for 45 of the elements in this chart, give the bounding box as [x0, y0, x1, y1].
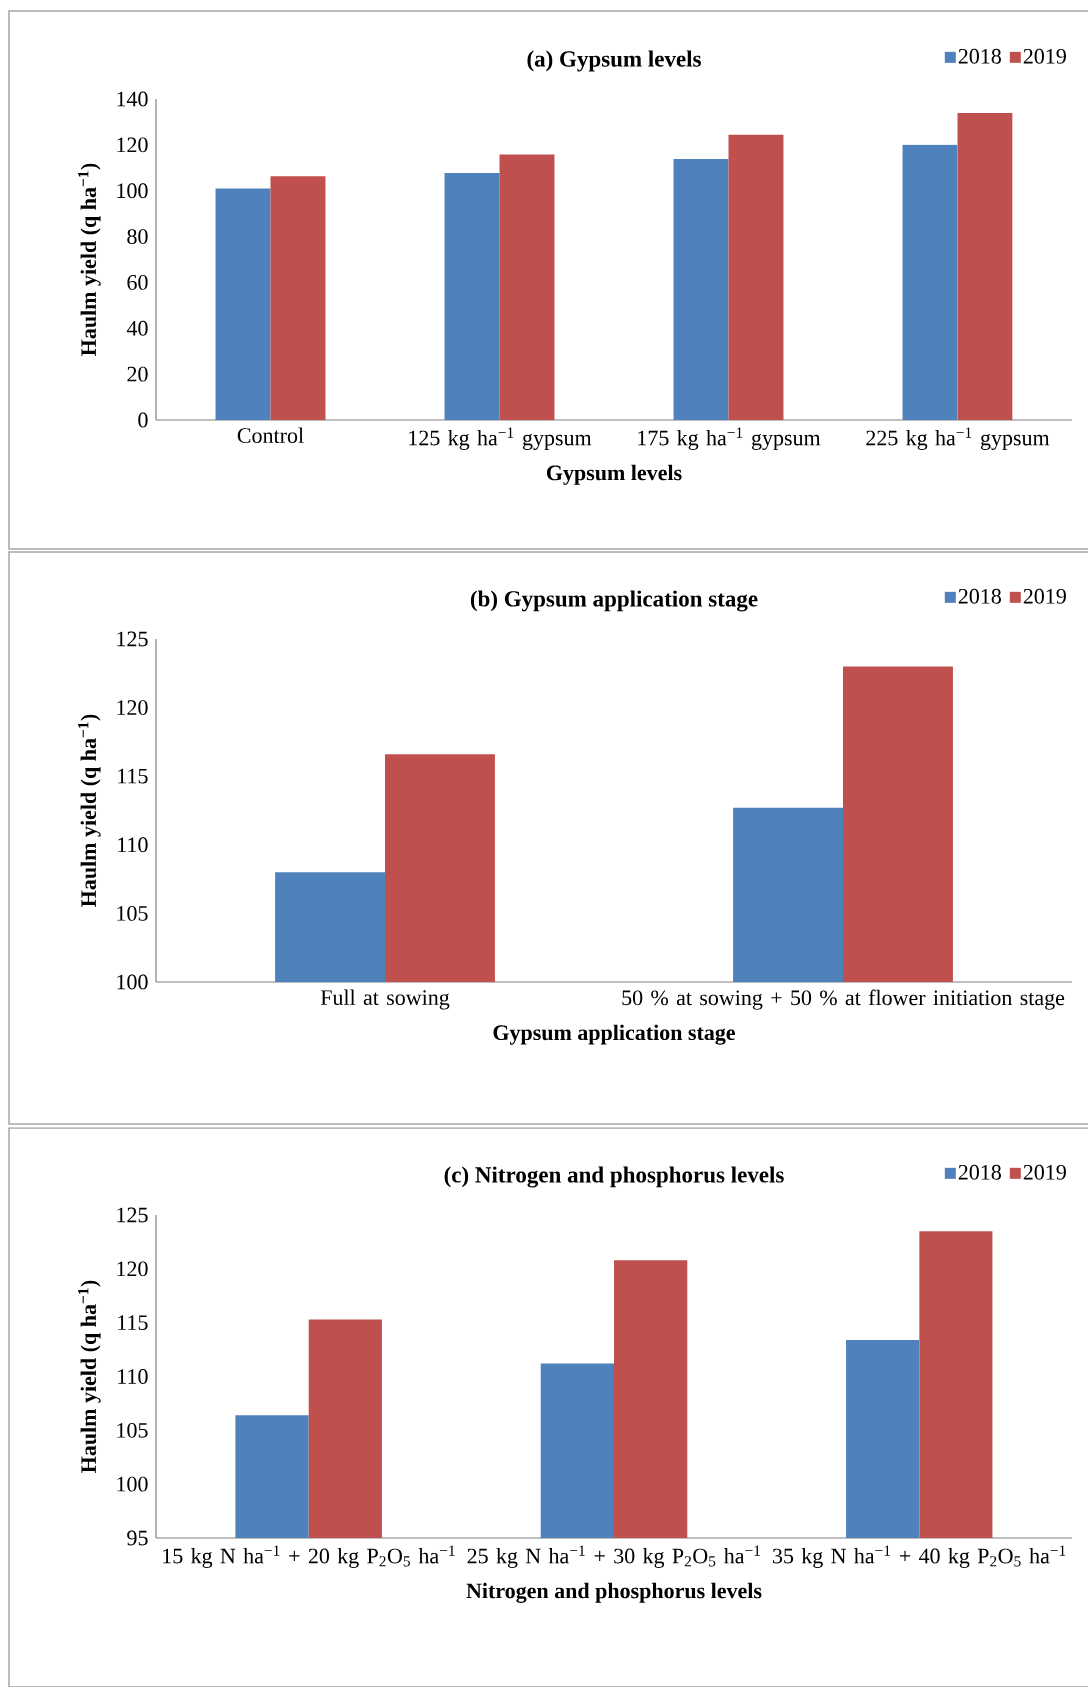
y-tick-label: 140 [117, 91, 148, 107]
x-tick-label: 15 kg N ha$^{−1}$ + 20 kg P$_{2}$O$_{5}$ ha$^{−1}$ [163, 1545, 455, 1568]
chart-title: (c) Nitrogen and phosphorus levels [444, 1166, 784, 1188]
legend-label: 2019 [1023, 588, 1066, 604]
y-tick-label: 100 [117, 183, 148, 199]
y-tick-label: 20 [127, 366, 148, 382]
legend-label: 2018 [958, 588, 1001, 604]
x-tick-label: Full at sowing [320, 989, 450, 1010]
chart-title: (a) Gypsum levels [527, 50, 701, 72]
x-axis-title: Gypsum levels [546, 464, 682, 485]
y-tick-label: 115 [118, 768, 148, 784]
x-tick-label: 25 kg N ha$^{−1}$ + 30 kg P$_{2}$O$_{5}$ ha$^{−1}$ [467, 1545, 760, 1568]
y-axis-title: Haulm yield (q ha$^{−1}$) [78, 163, 101, 356]
x-tick-label: Control [237, 427, 304, 443]
x-tick-label: 225 kg ha$^{−1}$ gypsum [866, 427, 1050, 450]
legend-label: 2019 [1023, 48, 1066, 64]
legend-label: 2018 [958, 48, 1001, 64]
chart-title: (b) Gypsum application stage [470, 590, 758, 612]
y-tick-label: 100 [117, 974, 148, 990]
y-tick-label: 100 [117, 1476, 148, 1492]
y-tick-label: 115 [118, 1315, 148, 1331]
y-tick-label: 110 [118, 837, 148, 853]
y-tick-label: 120 [117, 1261, 148, 1277]
y-tick-label: 125 [117, 631, 148, 647]
x-tick-label: 50 % at sowing + 50 % at flower initiation stage [622, 989, 1065, 1010]
y-tick-label: 105 [117, 905, 148, 921]
y-tick-label: 95 [127, 1530, 148, 1546]
legend-label: 2018 [958, 1164, 1001, 1180]
y-tick-label: 120 [117, 700, 148, 716]
y-tick-label: 110 [118, 1369, 148, 1384]
y-tick-label: 120 [117, 137, 148, 153]
x-axis-title: Gypsum application stage [493, 1024, 736, 1045]
x-tick-label: 35 kg N ha$^{−1}$ + 40 kg P$_{2}$O$_{5}$ ha$^{−1}$ [773, 1545, 1066, 1568]
y-tick-label: 0 [138, 412, 148, 428]
x-axis-title: Nitrogen and phosphorus levels [466, 1582, 762, 1603]
y-tick-label: 80 [127, 229, 148, 244]
y-tick-label: 125 [117, 1207, 148, 1223]
legend-label: 2019 [1023, 1164, 1066, 1180]
y-tick-label: 40 [126, 320, 148, 336]
y-axis-title: Haulm yield (q ha$^{−1}$) [78, 1280, 101, 1473]
x-tick-label: 175 kg ha$^{−1}$ gypsum [638, 427, 821, 450]
y-tick-label: 60 [127, 274, 148, 290]
x-tick-label: 125 kg ha$^{−1}$ gypsum [409, 427, 592, 450]
y-axis-title: Haulm yield (q ha$^{−1}$) [78, 714, 101, 907]
y-tick-label: 105 [117, 1422, 148, 1438]
